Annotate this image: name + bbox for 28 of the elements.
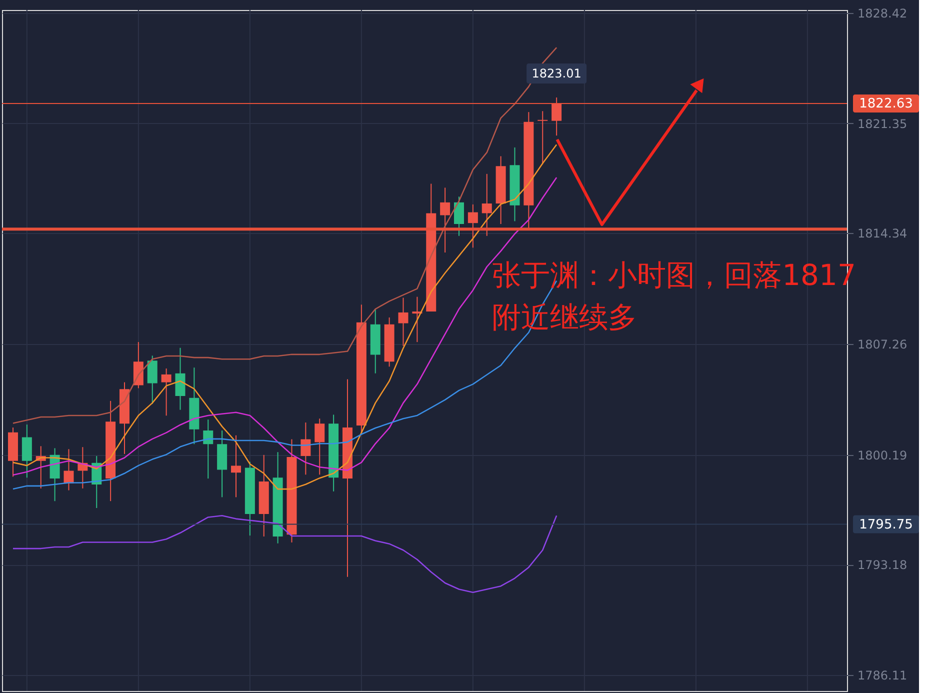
candlestick — [133, 342, 144, 389]
annotation: 1823.01 — [532, 66, 582, 81]
line-series — [12, 515, 558, 594]
candlestick — [64, 448, 74, 491]
candlestick — [22, 424, 32, 478]
candlestick — [147, 355, 158, 404]
y-tick-label: 1807.26 — [858, 338, 908, 352]
y-tick-label: 1828.42 — [858, 6, 908, 20]
y-tick-label: 1800.19 — [858, 448, 908, 462]
ref-line-label: 1822.63 — [859, 96, 913, 112]
candlestick — [230, 434, 241, 498]
ref-line-label: 1795.75 — [859, 517, 913, 532]
candlestick — [161, 368, 172, 416]
candlestick — [468, 204, 478, 248]
candlestick — [300, 422, 311, 476]
candlestick — [440, 187, 450, 253]
candlestick — [314, 418, 325, 476]
y-tick-label: 1786.11 — [858, 668, 908, 683]
candlestick — [454, 196, 464, 236]
y-tick-label: 1821.35 — [858, 117, 908, 131]
y-tick-label: 1814.34 — [858, 226, 908, 241]
y-tick-label: 1793.18 — [858, 558, 908, 572]
candlestick — [398, 297, 408, 346]
candlestick — [203, 419, 214, 480]
candlestick — [538, 110, 548, 165]
candlestick — [552, 97, 562, 136]
candlestick — [482, 173, 492, 236]
candlestick — [175, 347, 186, 410]
